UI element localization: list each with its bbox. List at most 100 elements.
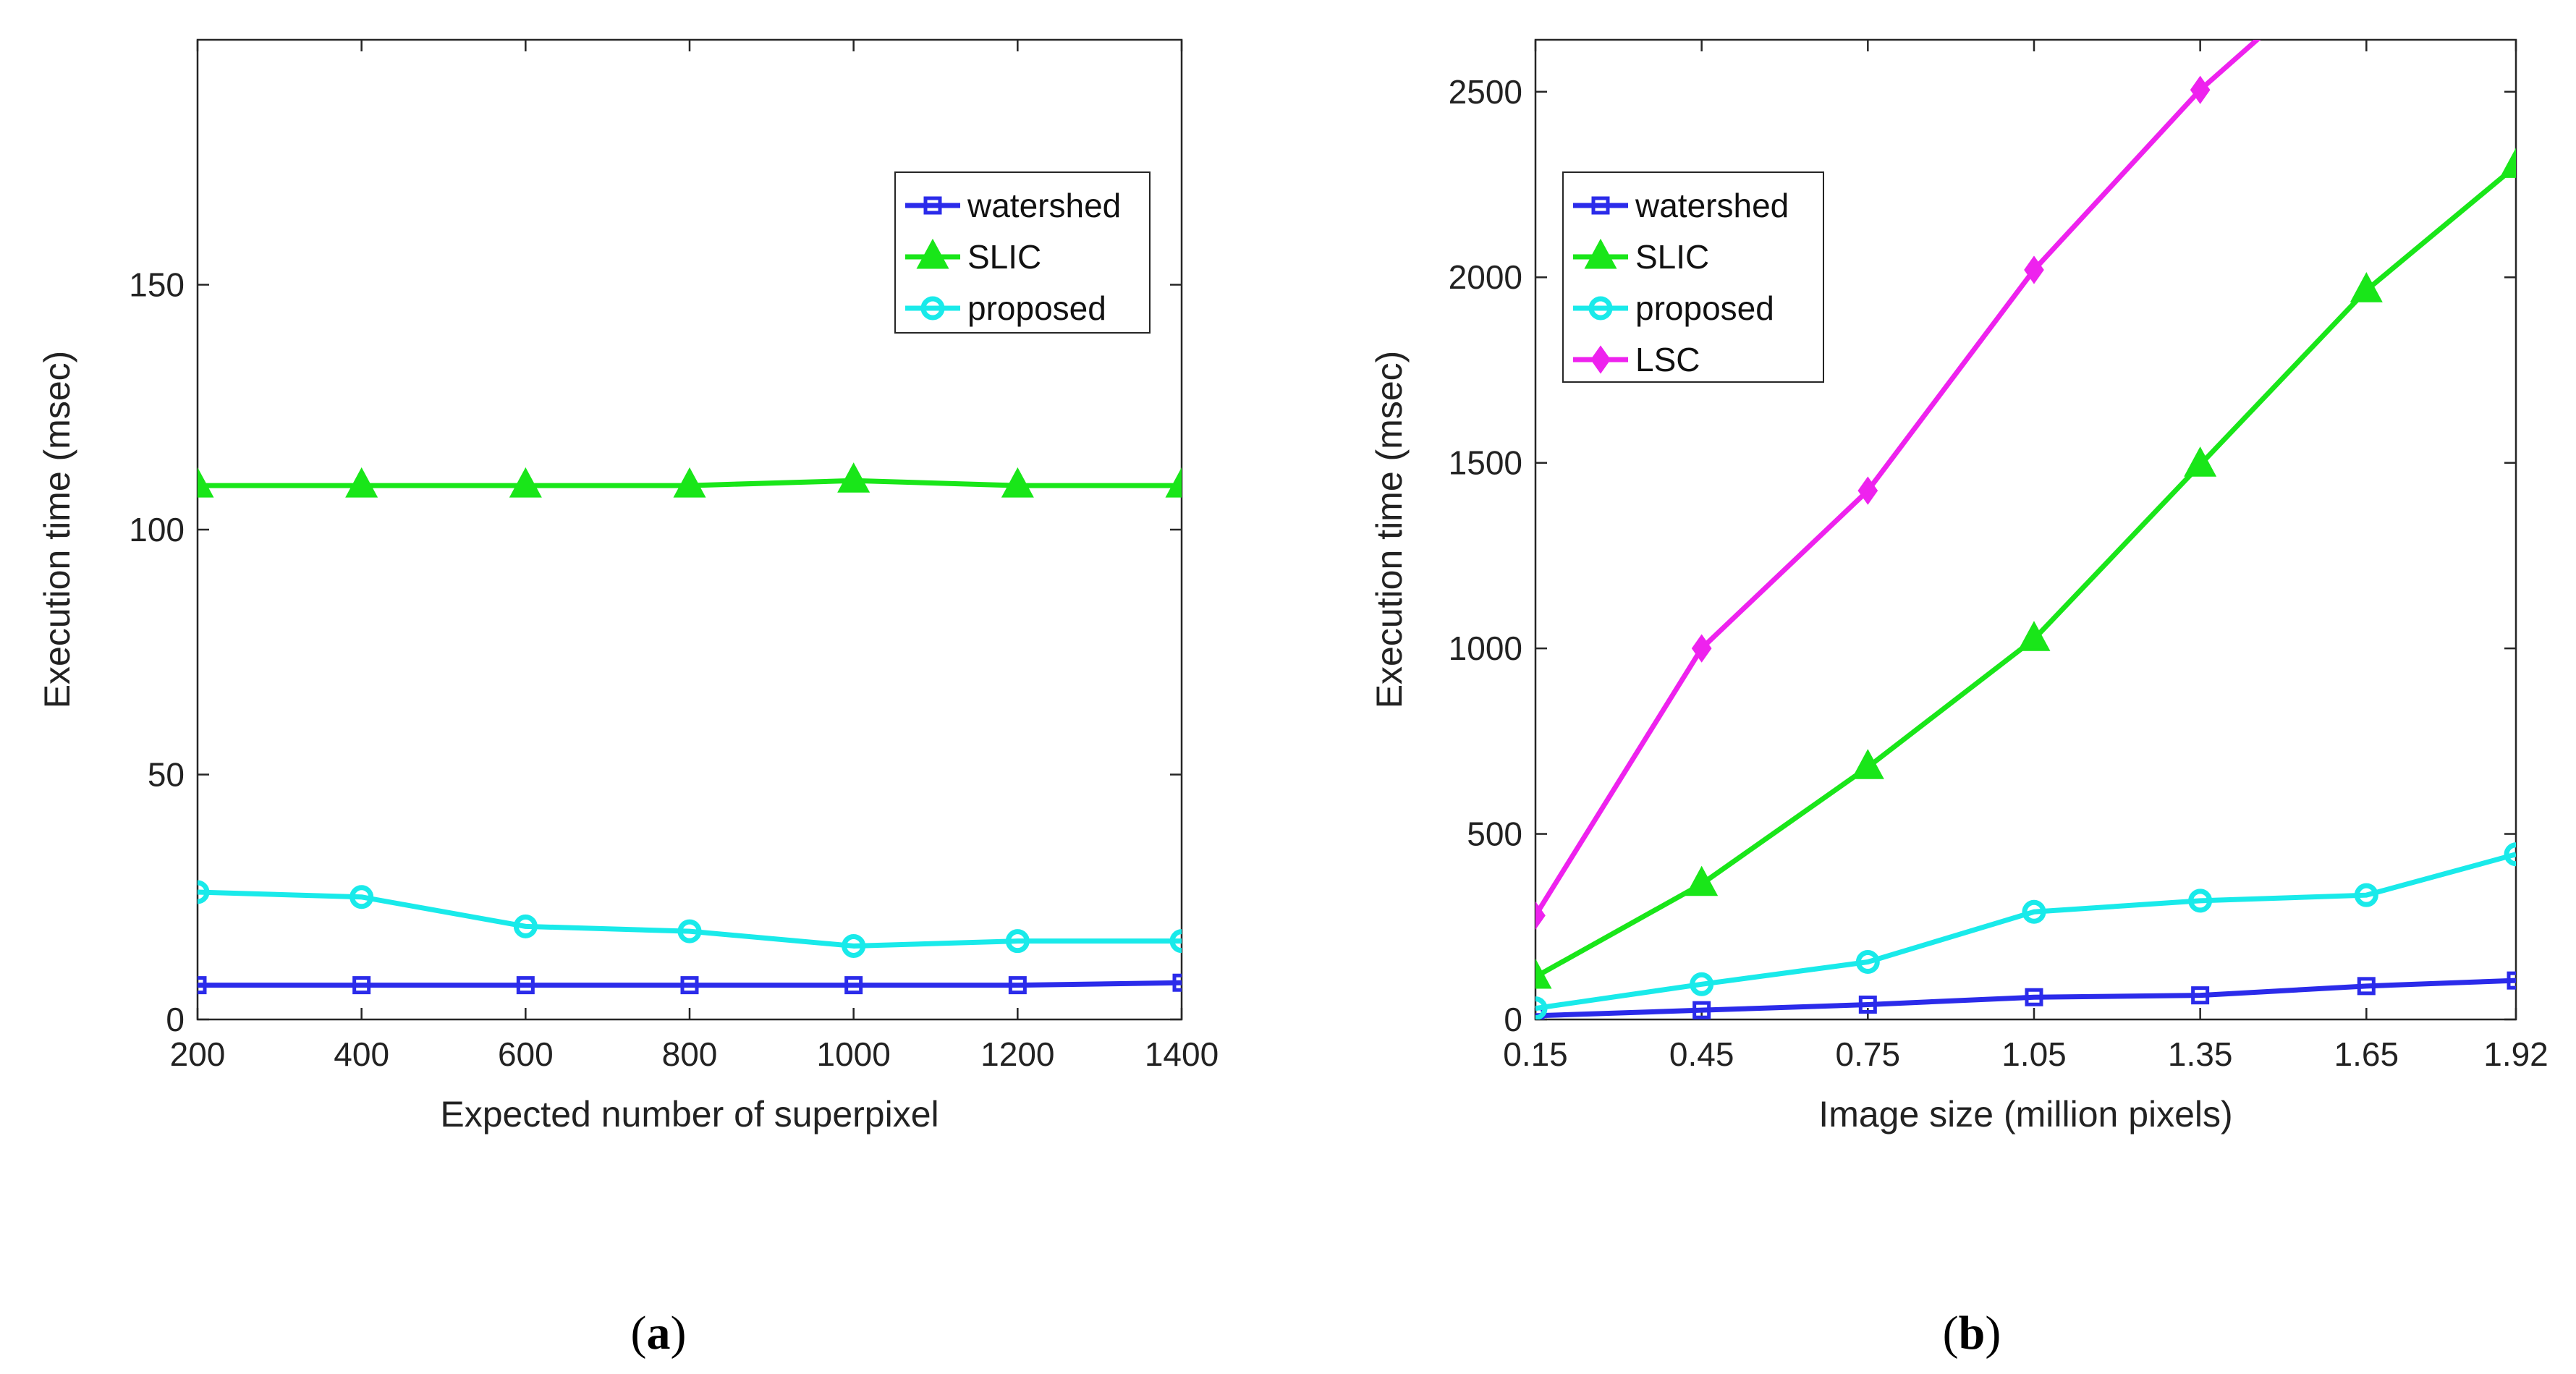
series-lsc (1535, 40, 2261, 930)
data-point-watershed (680, 976, 699, 995)
data-point-proposed (2504, 842, 2516, 867)
data-point-lsc (2190, 75, 2211, 104)
x-ticks-b: 0.15 0.45 0.75 1.05 1.35 1.65 1.92 (1503, 40, 2549, 1073)
x-tick-label: 1.35 (2168, 1035, 2233, 1073)
y-ticks-b: 0 500 1000 1500 2000 2500 (1449, 73, 2516, 1038)
legend-marker (1591, 196, 1610, 215)
y-tick-label: 2000 (1449, 258, 1522, 296)
legend-label: SLIC (1635, 238, 1709, 276)
legend-marker (1590, 345, 1611, 374)
chart-panel-b: 0.15 0.45 0.75 1.05 1.35 1.65 1.92 0 500 1000 1500… (1369, 38, 2549, 1135)
legend-marker (920, 296, 945, 321)
series-proposed (1535, 842, 2516, 1019)
legend-marker (1584, 238, 1617, 269)
legend-label: proposed (1635, 289, 1774, 327)
data-point-lsc (1691, 634, 1712, 663)
y-tick-label: 0 (166, 1001, 185, 1038)
y-ticks-a: 0 50 100 150 (129, 266, 1182, 1038)
x-tick-label: 1200 (980, 1035, 1054, 1073)
x-tick-label: 0.45 (1669, 1035, 1734, 1073)
data-point-watershed (2025, 988, 2043, 1006)
x-tick-label: 600 (498, 1035, 554, 1073)
data-point-slic (345, 467, 378, 498)
legend-item-proposed: proposed (905, 289, 1106, 327)
x-ticks-a: 200 400 600 800 1000 1200 1400 (170, 40, 1219, 1073)
legend-item-lsc: LSC (1573, 341, 1700, 378)
data-point-lsc (1857, 476, 1878, 505)
caption-b: (b) (1943, 1307, 2001, 1360)
x-tick-label: 1400 (1145, 1035, 1219, 1073)
data-point-slic (509, 467, 542, 498)
plot-series-b (1535, 40, 2516, 1019)
data-point-watershed (1858, 995, 1877, 1014)
legend-marker (916, 238, 949, 269)
data-point-proposed (842, 933, 866, 958)
data-point-watershed (516, 976, 535, 995)
legend-label: SLIC (967, 238, 1041, 276)
data-point-proposed (1535, 996, 1548, 1019)
legend-marker (1588, 296, 1613, 321)
data-point-proposed (198, 880, 210, 904)
data-point-slic (1851, 749, 1884, 779)
series-watershed (198, 973, 1182, 995)
series-line-proposed (198, 889, 1182, 949)
legend-marker (923, 196, 942, 215)
data-point-slic (673, 467, 706, 498)
series-line-watershed (198, 980, 1182, 988)
data-point-watershed (1692, 1001, 1711, 1019)
y-tick-label: 50 (148, 756, 185, 794)
data-point-proposed (677, 919, 702, 943)
data-point-proposed (513, 914, 538, 938)
caption-b-letter: b (1959, 1307, 1986, 1360)
data-point-watershed (2357, 977, 2376, 996)
caption-a: (a) (631, 1307, 687, 1360)
chart-panel-a: 200 400 600 800 1000 1200 1400 0 50 100 150 Expecte… (37, 38, 1219, 1135)
y-tick-label: 1500 (1449, 444, 1522, 482)
x-tick-label: 800 (662, 1035, 718, 1073)
data-point-watershed (1172, 973, 1182, 992)
legend-item-slic: SLIC (905, 238, 1041, 276)
data-point-proposed (1690, 972, 1714, 996)
data-point-lsc (1535, 901, 1546, 930)
y-axis-label-a: Execution time (msec) (37, 351, 77, 709)
caption-a-letter: a (647, 1307, 671, 1360)
data-point-slic (2350, 272, 2383, 302)
data-point-watershed (198, 976, 207, 995)
legend-b: watershed SLIC proposed LSC (1562, 171, 1824, 383)
x-tick-label: 400 (334, 1035, 389, 1073)
data-point-proposed (2022, 899, 2046, 924)
series-proposed (198, 880, 1182, 958)
data-point-slic (1165, 467, 1182, 498)
data-point-proposed (2188, 889, 2213, 913)
caption-b-open: ( (1943, 1307, 1959, 1360)
data-point-watershed (2507, 971, 2516, 990)
x-axis-label-b: Image size (million pixels) (1818, 1094, 2232, 1135)
y-tick-label: 150 (129, 266, 185, 304)
x-tick-label: 0.75 (1836, 1035, 1901, 1073)
data-point-proposed (1169, 929, 1182, 954)
data-point-slic (1535, 958, 1552, 989)
legend-label: LSC (1635, 341, 1700, 378)
series-line-watershed (1535, 978, 2516, 1019)
x-tick-label: 1.92 (2483, 1035, 2549, 1073)
x-tick-label: 1.65 (2334, 1035, 2399, 1073)
plot-series-a (198, 462, 1182, 995)
data-point-watershed (844, 976, 863, 995)
series-line-proposed (1535, 852, 2516, 1012)
data-point-watershed (1008, 976, 1027, 995)
data-point-lsc (2024, 255, 2044, 284)
y-axis-label-b: Execution time (msec) (1369, 351, 1410, 709)
y-tick-label: 2500 (1449, 73, 1522, 111)
legend-item-proposed: proposed (1573, 289, 1774, 327)
legend-label: watershed (1635, 187, 1789, 224)
caption-b-close: ) (1985, 1307, 2001, 1360)
data-point-slic (1001, 467, 1034, 498)
y-tick-label: 0 (1504, 1001, 1522, 1038)
data-point-slic (1685, 865, 1719, 896)
legend-item-watershed: watershed (905, 187, 1121, 224)
legend-item-watershed: watershed (1573, 187, 1789, 224)
caption-a-open: ( (631, 1307, 647, 1360)
y-tick-label: 100 (129, 511, 185, 548)
x-tick-label: 1000 (816, 1035, 890, 1073)
